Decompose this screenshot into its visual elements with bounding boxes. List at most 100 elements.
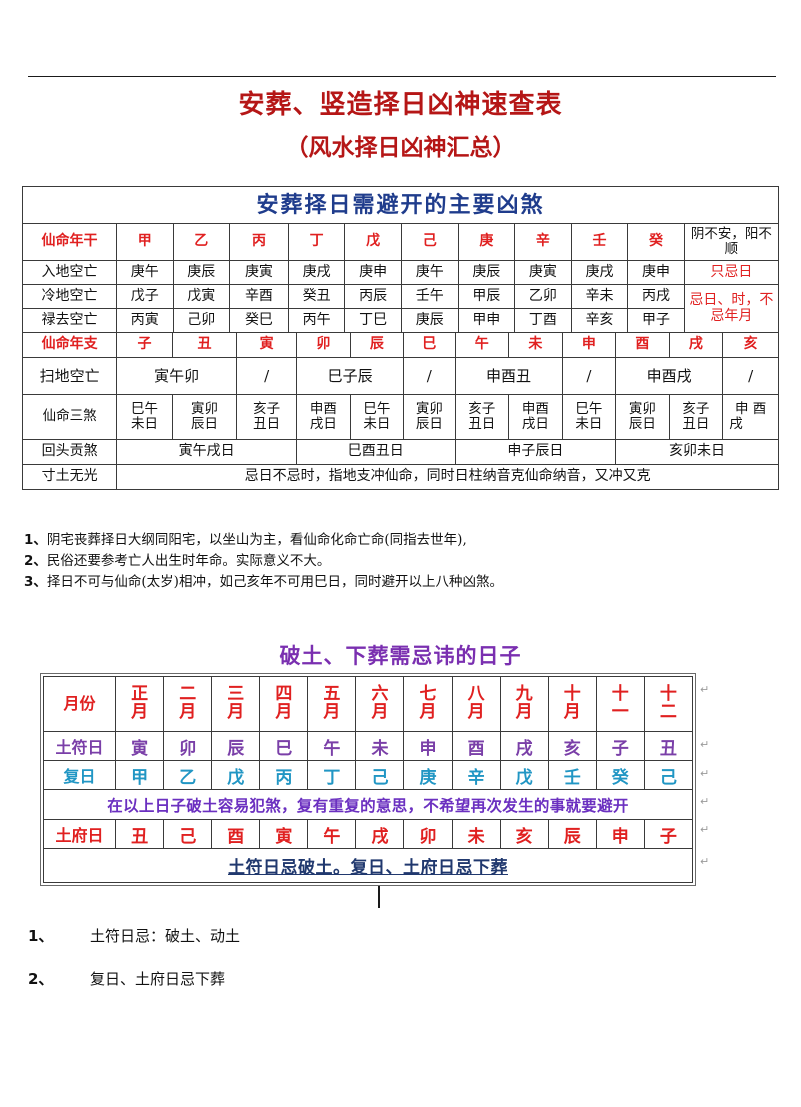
row-label-tufuri: 土府日 <box>42 819 117 849</box>
month-line-1: 七 <box>419 684 437 705</box>
huitou-cell: 巳酉丑日 <box>296 439 456 465</box>
tufuri-cell: 酉 <box>211 819 261 849</box>
furi-cell: 己 <box>355 760 405 790</box>
month-line-2: 月 <box>275 702 293 722</box>
month-line-1: 三 <box>227 684 245 705</box>
sansha-line-2: 戌日 <box>309 416 337 432</box>
sansha-cell: 巳午 未日 <box>116 394 173 440</box>
data-cell: 丙辰 <box>344 284 402 309</box>
tufu-cell: 卯 <box>163 731 213 761</box>
month-cell: 十 月 <box>547 676 597 732</box>
table-row: 在以上日子破土容易犯煞，复有重复的意思，不希望再次发生的事就要避开 <box>43 789 693 820</box>
branch-cell: 卯 <box>296 332 351 358</box>
month-line-2: 月 <box>467 702 485 722</box>
note-text: 阴宅丧葬择日大纲同阳宅，以坐山为主，看仙命化命亡命(同指去世年), <box>46 532 467 548</box>
data-cell: 辛酉 <box>229 284 289 309</box>
sansha-line-2: 丑日 <box>253 416 281 432</box>
month-line-2: 月 <box>515 702 533 722</box>
sansha-line-1: 申酉 <box>309 400 337 417</box>
stem-cell: 甲 <box>115 223 174 261</box>
sansha-line-2: 未日 <box>363 416 391 432</box>
row-label-sansha: 仙命三煞 <box>21 394 118 440</box>
tufuri-cell: 寅 <box>259 819 309 849</box>
table-1-container: 安葬择日需避开的主要凶煞 仙命年干 甲 乙 丙 丁 戊 己 庚 辛 壬 癸 阴不… <box>21 186 780 490</box>
sansha-line-2: 辰日 <box>415 416 443 432</box>
data-cell: 丙戌 <box>627 284 685 309</box>
month-line-2: 月 <box>131 702 149 722</box>
data-cell: 丙寅 <box>115 308 174 333</box>
month-cell: 正 月 <box>115 676 165 732</box>
data-cell: 乙卯 <box>514 284 572 309</box>
row-label-lengdi: 冷地空亡 <box>22 284 117 309</box>
row-label-tufu: 土符日 <box>42 731 117 761</box>
furi-cell: 甲 <box>115 760 165 790</box>
tufuri-cell: 戌 <box>355 819 405 849</box>
data-cell: 壬午 <box>400 284 459 309</box>
page-title: 安葬、竖造择日凶神速查表 <box>238 90 563 120</box>
tufuri-cell: 卯 <box>403 819 453 849</box>
branch-cell: 申 <box>561 332 617 358</box>
furi-cell: 丙 <box>259 760 309 790</box>
data-cell: 庚申 <box>344 260 402 285</box>
branch-header-label: 仙命年支 <box>21 332 118 358</box>
stem-cell: 丙 <box>229 223 289 261</box>
sansha-line-1: 亥子 <box>682 400 710 417</box>
sansha-line-2: 丑日 <box>682 416 710 432</box>
sansha-cell: 亥子 丑日 <box>668 394 724 440</box>
row-label-saodi: 扫地空亡 <box>21 357 118 395</box>
month-cell: 十 一 <box>595 676 645 732</box>
row-label-luqu: 禄去空亡 <box>22 308 117 333</box>
table-row: 土府日 丑 己 酉 寅 午 戌 卯 未 亥 辰 申 子 <box>42 819 694 849</box>
month-line-2: 月 <box>323 702 341 722</box>
data-cell: 甲子 <box>627 308 685 333</box>
data-cell: 丁巳 <box>344 308 402 333</box>
notes-block-2: 1、 土符日忌：破土、动土 2、 复日、土府日忌下葬 <box>28 925 728 1011</box>
notes-block-1: 1、阴宅丧葬择日大纲同阳宅，以坐山为主，看仙命化命亡命(同指去世年), 2、民俗… <box>24 531 764 595</box>
sweep-cell: / <box>561 357 617 395</box>
data-cell: 辛亥 <box>570 308 629 333</box>
branch-cell: 寅 <box>236 332 298 358</box>
branch-cell: 戌 <box>668 332 724 358</box>
stem-note: 阴不安，阳不顺 <box>683 223 780 261</box>
huitou-cell: 申子辰日 <box>454 439 617 465</box>
tufu-cell: 亥 <box>547 731 597 761</box>
paragraph-mark-icon: ↵ <box>700 767 710 780</box>
month-cell: 五 月 <box>307 676 357 732</box>
table-row: 仙命年干 甲 乙 丙 丁 戊 己 庚 辛 壬 癸 阴不安，阳不顺 <box>22 223 780 261</box>
data-cell: 癸巳 <box>229 308 289 333</box>
page-subtitle: （风水择日凶神汇总） <box>285 134 516 161</box>
table-row: 仙命年支 子 丑 寅 卯 辰 巳 午 未 申 酉 戌 亥 <box>21 332 779 358</box>
data-cell: 庚戌 <box>287 260 346 285</box>
data-cell: 己卯 <box>172 308 231 333</box>
note-item: 1、 土符日忌：破土、动土 <box>28 925 728 946</box>
paragraph-mark-icon: ↵ <box>700 683 710 696</box>
sweep-cell: / <box>722 357 779 395</box>
sweep-cell: 申酉丑 <box>454 357 563 395</box>
month-line-2: 月 <box>563 702 581 722</box>
table-row: 安葬择日需避开的主要凶煞 <box>22 186 779 224</box>
month-line-1: 五 <box>323 684 341 705</box>
month-line-1: 六 <box>371 684 389 705</box>
sweep-cell: 巳子辰 <box>296 357 405 395</box>
stem-cell: 乙 <box>172 223 231 261</box>
note-number: 3、 <box>24 574 47 591</box>
tufuri-cell: 亥 <box>499 819 549 849</box>
tufuri-cell: 未 <box>451 819 501 849</box>
data-cell: 甲辰 <box>457 284 516 309</box>
tufu-cell: 午 <box>307 731 357 761</box>
sansha-line-2: 辰日 <box>191 416 218 432</box>
data-cell: 庚午 <box>400 260 459 285</box>
tufuri-cell: 申 <box>595 819 645 849</box>
data-cell: 癸丑 <box>287 284 346 309</box>
stem-cell: 丁 <box>287 223 346 261</box>
table-row: 仙命三煞 巳午 未日 寅卯 辰日 亥子 丑日 申酉 戌日 <box>21 394 779 440</box>
tufu-cell: 子 <box>595 731 645 761</box>
header-divider <box>28 76 776 77</box>
paragraph-mark-icon: ↵ <box>700 855 710 868</box>
furi-cell: 己 <box>643 760 694 790</box>
month-line-2: 月 <box>227 702 245 722</box>
month-cell: 九 月 <box>499 676 549 732</box>
furi-cell: 壬 <box>547 760 597 790</box>
sansha-line-2: 未日 <box>575 416 603 432</box>
sansha-line-2: 戌日 <box>521 416 549 432</box>
